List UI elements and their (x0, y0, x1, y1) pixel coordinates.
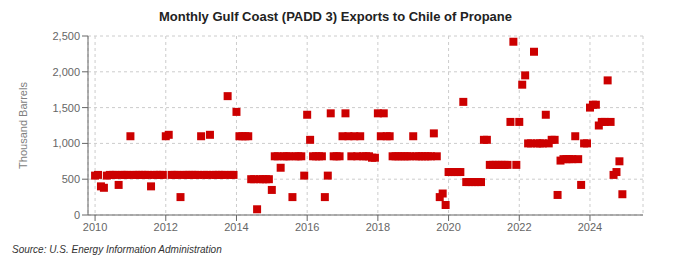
svg-text:1,000: 1,000 (52, 137, 80, 149)
svg-text:2010: 2010 (83, 221, 107, 233)
svg-text:2024: 2024 (578, 221, 602, 233)
svg-text:500: 500 (62, 173, 80, 185)
html-text:Source: U.S. Energy Informatio: Source: U.S. Energy Information Administ… (12, 244, 222, 255)
svg-text:2012: 2012 (154, 221, 178, 233)
svg-text:2020: 2020 (436, 221, 460, 233)
svg-text:Thousand Barrels: Thousand Barrels (17, 82, 29, 169)
svg-text:0: 0 (74, 209, 80, 221)
html-text:Monthly Gulf Coast (PADD 3) Ex: Monthly Gulf Coast (PADD 3) Exports to C… (159, 9, 512, 24)
svg-text:2,500: 2,500 (52, 30, 80, 42)
svg-text:2014: 2014 (224, 221, 248, 233)
svg-text:2,000: 2,000 (52, 66, 80, 78)
svg-text:2022: 2022 (507, 221, 531, 233)
svg-text:2016: 2016 (295, 221, 319, 233)
svg-text:2018: 2018 (366, 221, 390, 233)
svg-text:1,500: 1,500 (52, 102, 80, 114)
